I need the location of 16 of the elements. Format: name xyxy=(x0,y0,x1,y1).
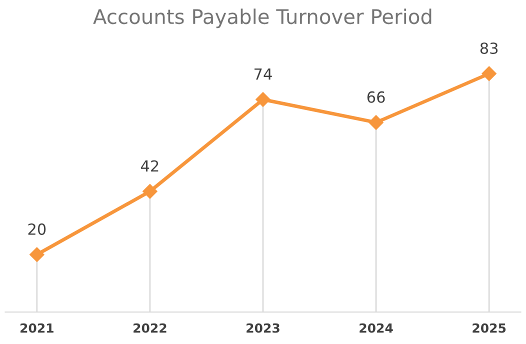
point xyxy=(482,66,496,82)
data-label: 20 xyxy=(28,223,46,235)
point xyxy=(368,115,384,130)
data-label: 83 xyxy=(480,42,498,54)
data-label: 42 xyxy=(140,160,158,172)
point xyxy=(142,184,158,199)
point xyxy=(30,247,44,262)
data-label: 66 xyxy=(367,91,385,103)
x-tick-label: 2025 xyxy=(472,323,506,333)
x-tick-label: 2024 xyxy=(360,323,393,333)
x-tick-label: 2023 xyxy=(246,323,280,333)
chart-title: Accounts Payable Turnover Period xyxy=(93,8,432,28)
point xyxy=(256,92,270,107)
data-label: 74 xyxy=(254,68,272,80)
x-tick-label: 2022 xyxy=(134,323,166,333)
x-tick-label: 2021 xyxy=(20,323,54,333)
